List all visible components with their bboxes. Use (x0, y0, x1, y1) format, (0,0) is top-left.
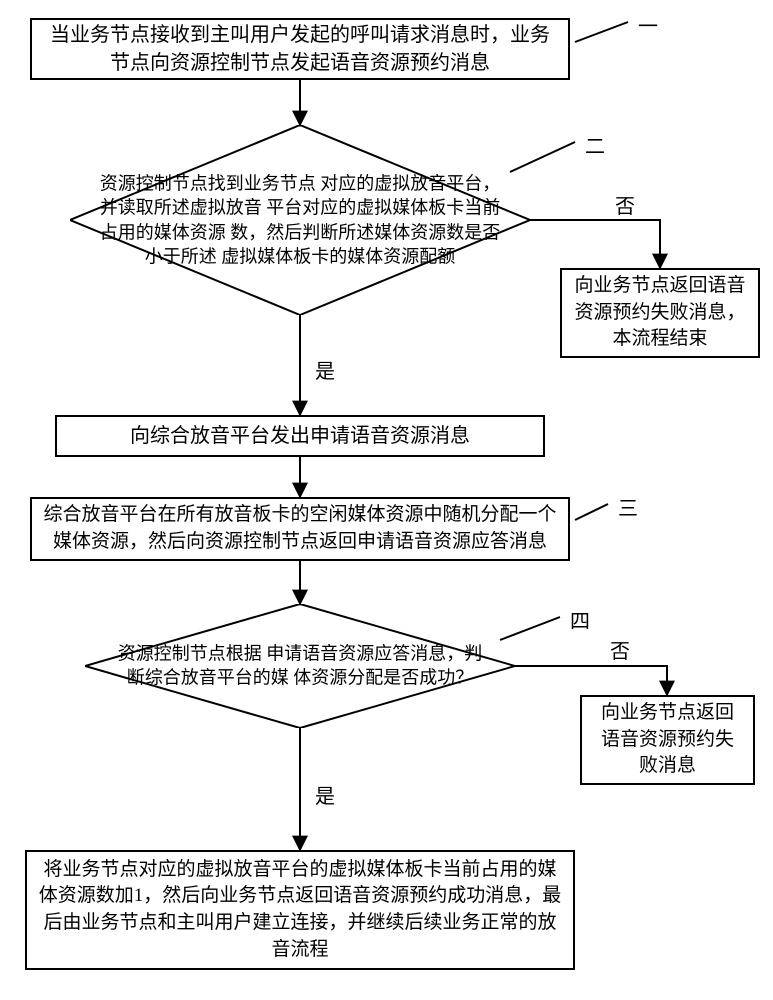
step2yes-text: 向综合放音平台发出申请语音资源消息 (130, 422, 470, 450)
edge-label-yes-2: 是 (315, 780, 335, 809)
fail2-text: 向业务节点返回语音资源预约失败消息 (592, 700, 743, 780)
process-step-3: 综合放音平台在所有放音板卡的空闲媒体资源中随机分配一个媒体资源，然后向资源控制节… (30, 497, 570, 561)
step-label-2: 二 (585, 130, 605, 159)
decision-step-2: 资源控制节点找到业务节点 对应的虚拟放音平台，并读取所述虚拟放音 平台对应的虚拟… (70, 125, 530, 315)
step5-text: 将业务节点对应的虚拟放音平台的虚拟媒体板卡当前占用的媒体资源数加1，然后向业务节… (37, 857, 563, 963)
fail1-text: 向业务节点返回语音资源预约失败消息，本流程结束 (572, 273, 748, 353)
decision-step-4: 资源控制节点根据 申请语音资源应答消息，判断综合放音平台的媒 体资源分配是否成功… (85, 604, 515, 728)
edge-label-yes-1: 是 (315, 355, 335, 384)
step3-text: 综合放音平台在所有放音板卡的空闲媒体资源中随机分配一个媒体资源，然后向资源控制节… (42, 502, 558, 555)
step1-text: 当业务节点接收到主叫用户发起的呼叫请求消息时，业务节点向资源控制节点发起语音资源… (42, 21, 558, 77)
step-label-4: 四 (570, 605, 590, 634)
fail-box-1: 向业务节点返回语音资源预约失败消息，本流程结束 (560, 268, 760, 358)
process-step-2yes: 向综合放音平台发出申请语音资源消息 (55, 415, 545, 457)
edge-label-no-2: 否 (610, 635, 630, 664)
step-label-1: 一 (638, 10, 658, 39)
step-label-3: 三 (618, 492, 638, 521)
edge-label-no-1: 否 (615, 190, 635, 219)
step2-text: 资源控制节点找到业务节点 对应的虚拟放音平台，并读取所述虚拟放音 平台对应的虚拟… (100, 173, 501, 266)
step4-text: 资源控制节点根据 申请语音资源应答消息，判断综合放音平台的媒 体资源分配是否成功… (118, 644, 483, 688)
process-step-1: 当业务节点接收到主叫用户发起的呼叫请求消息时，业务节点向资源控制节点发起语音资源… (30, 18, 570, 80)
fail-box-2: 向业务节点返回语音资源预约失败消息 (580, 695, 755, 785)
process-step-5: 将业务节点对应的虚拟放音平台的虚拟媒体板卡当前占用的媒体资源数加1，然后向业务节… (25, 850, 575, 970)
